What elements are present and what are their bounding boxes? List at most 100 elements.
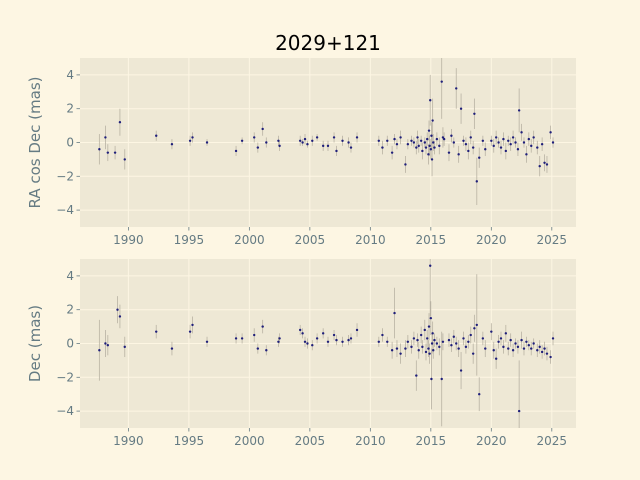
x-tick-label: 2015 [416, 233, 447, 247]
data-point [530, 347, 533, 350]
data-point [447, 338, 451, 342]
data-point [393, 311, 396, 315]
data-point [417, 349, 420, 352]
data-point [298, 139, 302, 143]
data-point [416, 338, 419, 342]
data-point [421, 345, 424, 349]
data-point [377, 340, 381, 344]
y-tick-label: −4 [56, 203, 74, 217]
data-point [469, 333, 472, 337]
data-point [332, 136, 336, 139]
data-point [377, 139, 381, 143]
data-point [427, 129, 431, 132]
y-tick-label: 4 [66, 269, 74, 283]
data-point [536, 146, 539, 149]
data-point [419, 333, 423, 337]
data-point [306, 142, 309, 146]
data-layer [98, 58, 555, 206]
data-point [497, 340, 500, 344]
data-point [118, 121, 122, 124]
data-point [429, 148, 433, 151]
data-point [412, 141, 416, 144]
data-point [551, 337, 555, 340]
data-point [438, 345, 441, 349]
data-point [261, 325, 264, 328]
data-point [504, 149, 508, 153]
data-point [452, 335, 456, 338]
data-point [406, 142, 410, 146]
data-point [261, 127, 264, 131]
data-point [256, 347, 260, 350]
data-point [471, 352, 475, 355]
data-point [155, 134, 158, 137]
data-point [429, 264, 432, 267]
data-point [404, 163, 407, 166]
x-tick-label: 2010 [355, 434, 386, 448]
data-point [234, 149, 238, 153]
data-point [98, 349, 101, 352]
data-point [440, 377, 443, 381]
data-point [511, 136, 515, 139]
x-tick-label: 2005 [295, 434, 326, 448]
data-point [349, 146, 353, 149]
data-point [349, 337, 353, 340]
data-point [497, 141, 500, 144]
data-point [441, 136, 445, 139]
x-tick-label: 1990 [113, 434, 144, 448]
data-point [459, 369, 463, 372]
data-point [532, 342, 535, 345]
data-point [543, 161, 546, 164]
data-point [412, 337, 416, 340]
y-tick-label: −4 [56, 404, 74, 418]
data-point [520, 338, 523, 342]
data-point [538, 345, 541, 349]
data-point [517, 409, 521, 413]
data-point [205, 340, 209, 344]
data-point [457, 153, 460, 156]
data-point [416, 136, 419, 139]
data-point [545, 352, 549, 355]
data-point [527, 137, 531, 141]
data-point [509, 338, 512, 342]
data-point [253, 333, 256, 337]
data-point [399, 352, 402, 355]
data-point [473, 112, 476, 115]
data-point [424, 146, 428, 149]
x-tick-label: 1995 [174, 434, 205, 448]
data-point [417, 144, 420, 148]
y-tick-label: 0 [66, 136, 74, 150]
data-point [234, 337, 238, 340]
y-tick-label: −2 [56, 169, 74, 183]
data-point [551, 141, 555, 144]
data-point [191, 136, 194, 139]
data-point [430, 134, 433, 137]
data-point [428, 352, 431, 355]
data-point [410, 139, 413, 143]
data-point [429, 99, 432, 102]
data-point [455, 342, 458, 345]
data-point [415, 146, 418, 149]
data-point [475, 323, 478, 327]
y-tick-label: 4 [66, 68, 74, 82]
data-point [549, 355, 552, 359]
panel-ra-cos-dec: 1990 1995 2000 2005 2010 2015 2020 2025 −4 −2 0 2 4 R… [26, 58, 576, 247]
data-point [431, 119, 434, 122]
data-point [123, 345, 126, 349]
data-point [315, 136, 319, 139]
data-point [464, 345, 468, 349]
data-point [321, 144, 325, 148]
x-tick-label: 1995 [174, 233, 205, 247]
data-point [386, 340, 389, 344]
data-point [459, 107, 463, 110]
data-point [419, 139, 423, 143]
data-point [256, 146, 260, 149]
data-point [490, 330, 493, 333]
x-tick-label: 1990 [113, 233, 144, 247]
data-point [525, 340, 528, 344]
data-point [326, 340, 330, 344]
y-tick-label: 2 [66, 303, 74, 317]
y-tick-label: 2 [66, 102, 74, 116]
data-point [462, 139, 465, 143]
data-point [473, 327, 476, 330]
